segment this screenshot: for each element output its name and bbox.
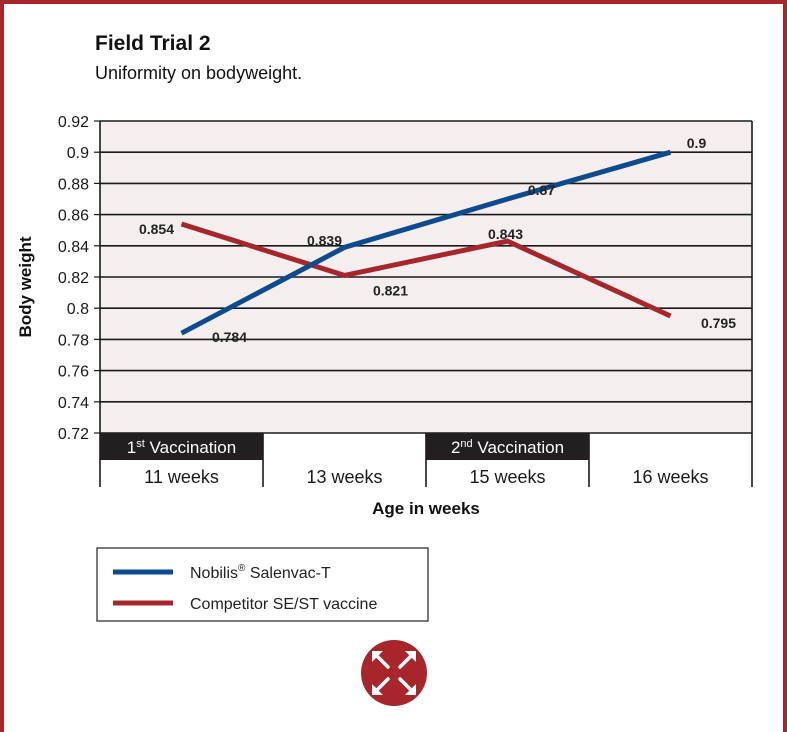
y-axis-title: Body weight: [16, 236, 35, 337]
vaccination-banner: [100, 433, 263, 460]
data-label: 0.843: [488, 226, 523, 242]
y-tick-label: 0.84: [58, 239, 89, 256]
y-tick-label: 0.76: [58, 364, 89, 381]
data-label: 0.784: [212, 329, 247, 345]
data-label: 0.795: [701, 315, 736, 331]
series-line-1: [180, 221, 672, 319]
data-label: 0.87: [528, 182, 555, 198]
data-label: 0.854: [139, 221, 174, 237]
y-tick-label: 0.82: [58, 270, 89, 287]
legend-box: [96, 547, 429, 622]
legend: Nobilis® Salenvac-T Competitor SE/ST vac…: [96, 547, 429, 622]
data-labels: 0.784 0.839 0.87 0.9 0.854 0.821 0.843 0.795: [139, 135, 736, 345]
data-label: 0.9: [687, 135, 707, 151]
y-tick-label: 0.8: [67, 301, 89, 318]
x-tick-label: 16 weeks: [632, 467, 708, 487]
y-tick-label: 0.78: [58, 332, 89, 349]
y-tick-label: 0.92: [58, 114, 89, 131]
x-axis-title: Age in weeks: [372, 499, 480, 518]
vaccination-banner: [426, 433, 589, 460]
vaccination-label: 2nd Vaccination: [451, 438, 564, 457]
y-tick-label: 0.9: [67, 145, 89, 162]
series-lines: [180, 149, 672, 336]
series-line-0: [180, 149, 672, 336]
x-tick-label: 11 weeks: [144, 467, 219, 487]
y-tick-label: 0.86: [58, 208, 89, 225]
y-tick-label: 0.74: [58, 395, 89, 412]
y-tick-label: 0.88: [58, 176, 89, 193]
four-arrows-logo-icon: [361, 640, 427, 706]
x-axis: 11 weeks 13 weeks 15 weeks 16 weeks: [99, 433, 753, 487]
x-tick-label: 13 weeks: [306, 467, 382, 487]
y-tick-label: 0.72: [58, 426, 89, 443]
gridlines: [94, 120, 753, 434]
chart-subtitle: Uniformity on bodyweight.: [95, 63, 302, 83]
legend-label-nobilis: Nobilis® Salenvac-T: [190, 563, 331, 582]
vaccination-label: 1st Vaccination: [127, 438, 236, 457]
chart-title: Field Trial 2: [95, 32, 211, 55]
vaccination-annotations: 1st Vaccination 2nd Vaccination: [100, 433, 589, 460]
legend-label-competitor: Competitor SE/ST vaccine: [190, 596, 377, 613]
y-axis-ticks: 0.92 0.9 0.88 0.86 0.84 0.82 0.8 0.78 0.76 0.74 0.…: [58, 114, 89, 443]
data-label: 0.839: [307, 232, 342, 248]
x-tick-label: 15 weeks: [469, 467, 545, 487]
data-label: 0.821: [373, 282, 408, 298]
